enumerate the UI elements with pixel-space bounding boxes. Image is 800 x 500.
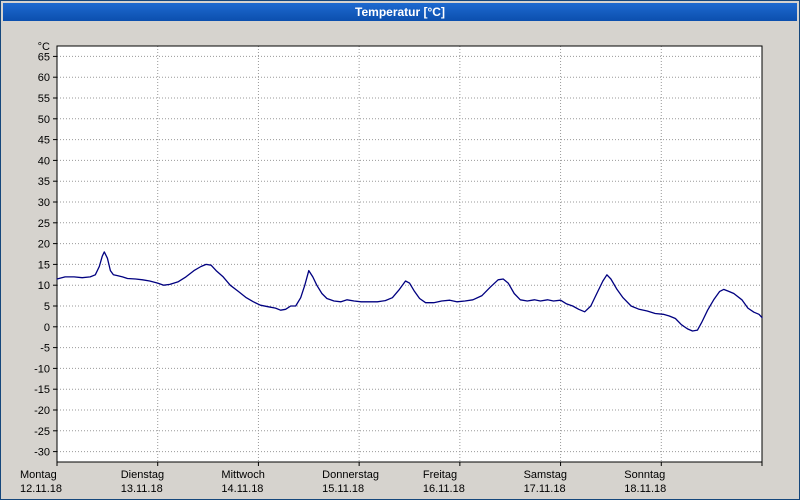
x-date-label: 18.11.18 [624, 483, 666, 495]
temperature-line [56, 251, 763, 332]
x-date-label: 14.11.18 [221, 483, 263, 495]
y-tick-label: 35 [38, 176, 50, 188]
y-tick-label: -5 [40, 343, 50, 355]
x-date-label: 15.11.18 [322, 483, 364, 495]
x-day-label: Mittwoch [221, 469, 264, 481]
y-tick-label: 50 [38, 114, 50, 126]
y-tick-label: 55 [38, 93, 50, 105]
plot-border [56, 45, 763, 463]
x-day-label: Samstag [524, 469, 567, 481]
y-tick-label: -15 [34, 384, 50, 396]
y-tick-label: 65 [38, 51, 50, 63]
y-axis-unit: °C [38, 41, 50, 53]
y-tick-label: 25 [38, 218, 50, 230]
plot-area [57, 46, 762, 462]
y-tick-label: -10 [34, 363, 50, 375]
x-day-label: Donnerstag [322, 469, 379, 481]
y-tick-label: 15 [38, 259, 50, 271]
x-date-label: 12.11.18 [20, 483, 62, 495]
x-date-label: 17.11.18 [524, 483, 566, 495]
window-titlebar: Temperatur [°C] [3, 3, 797, 21]
x-date-label: 13.11.18 [121, 483, 163, 495]
y-tick-label: 5 [44, 301, 50, 313]
y-tick-label: 20 [38, 239, 50, 251]
x-day-label: Montag [20, 469, 57, 481]
temperature-chart: 65605550454035302520151050-5-10-15-20-25… [20, 41, 763, 495]
y-tick-label: 40 [38, 155, 50, 167]
x-date-label: 16.11.18 [423, 483, 465, 495]
x-day-label: Freitag [423, 469, 457, 481]
y-tick-label: 30 [38, 197, 50, 209]
window-title: Temperatur [°C] [355, 5, 445, 19]
y-tick-label: 0 [44, 322, 50, 334]
y-tick-label: 60 [38, 72, 50, 84]
y-tick-label: -25 [34, 426, 50, 438]
chart-region: 65 60 55 50 45 40 35 30 25 20 15 10 5 0 -5 -10 -15 -20 -25… [3, 21, 797, 497]
y-tick-label: 10 [38, 280, 50, 292]
x-day-label: Sonntag [624, 469, 665, 481]
x-day-label: Dienstag [121, 469, 164, 481]
y-tick-label: -20 [34, 405, 50, 417]
y-tick-label: 45 [38, 135, 50, 147]
y-tick-label: -30 [34, 447, 50, 459]
